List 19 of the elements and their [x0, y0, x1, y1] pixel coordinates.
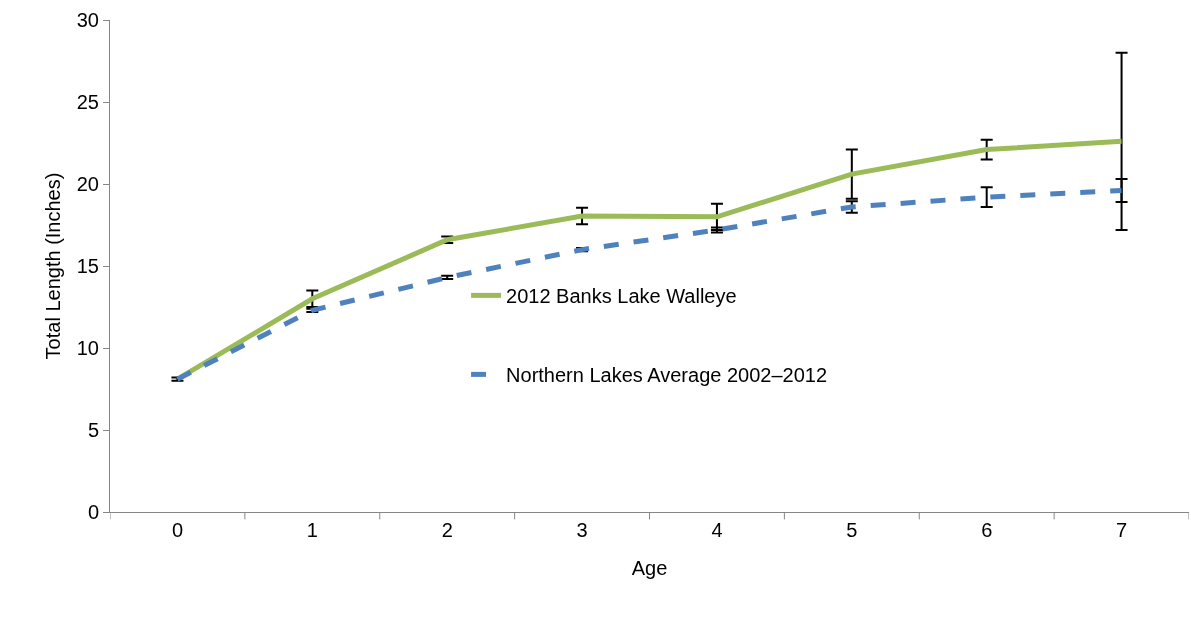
x-tick-label: 7	[1116, 519, 1128, 541]
x-tick-label: 0	[171, 519, 183, 541]
x-tick-label: 6	[981, 519, 993, 541]
y-axis-title: Total Length (Inches)	[42, 172, 64, 360]
x-tick-label: 3	[576, 519, 588, 541]
legend-label: 2012 Banks Lake Walleye	[506, 285, 737, 308]
y-tick-label: 25	[76, 91, 99, 113]
x-tick-label: 5	[846, 519, 858, 541]
y-tick-label: 10	[76, 337, 99, 359]
x-axis-title: Age	[631, 556, 668, 579]
y-tick-label: 15	[76, 255, 99, 277]
x-tick-label: 1	[306, 519, 318, 541]
y-tick-label: 5	[87, 419, 99, 441]
y-tick-label: 30	[76, 9, 99, 31]
x-tick-label: 4	[711, 519, 723, 541]
y-tick-label: 0	[87, 501, 99, 523]
legend-label: Northern Lakes Average 2002–2012	[506, 364, 828, 387]
y-tick-label: 20	[76, 173, 99, 195]
x-tick-label: 2	[441, 519, 453, 541]
